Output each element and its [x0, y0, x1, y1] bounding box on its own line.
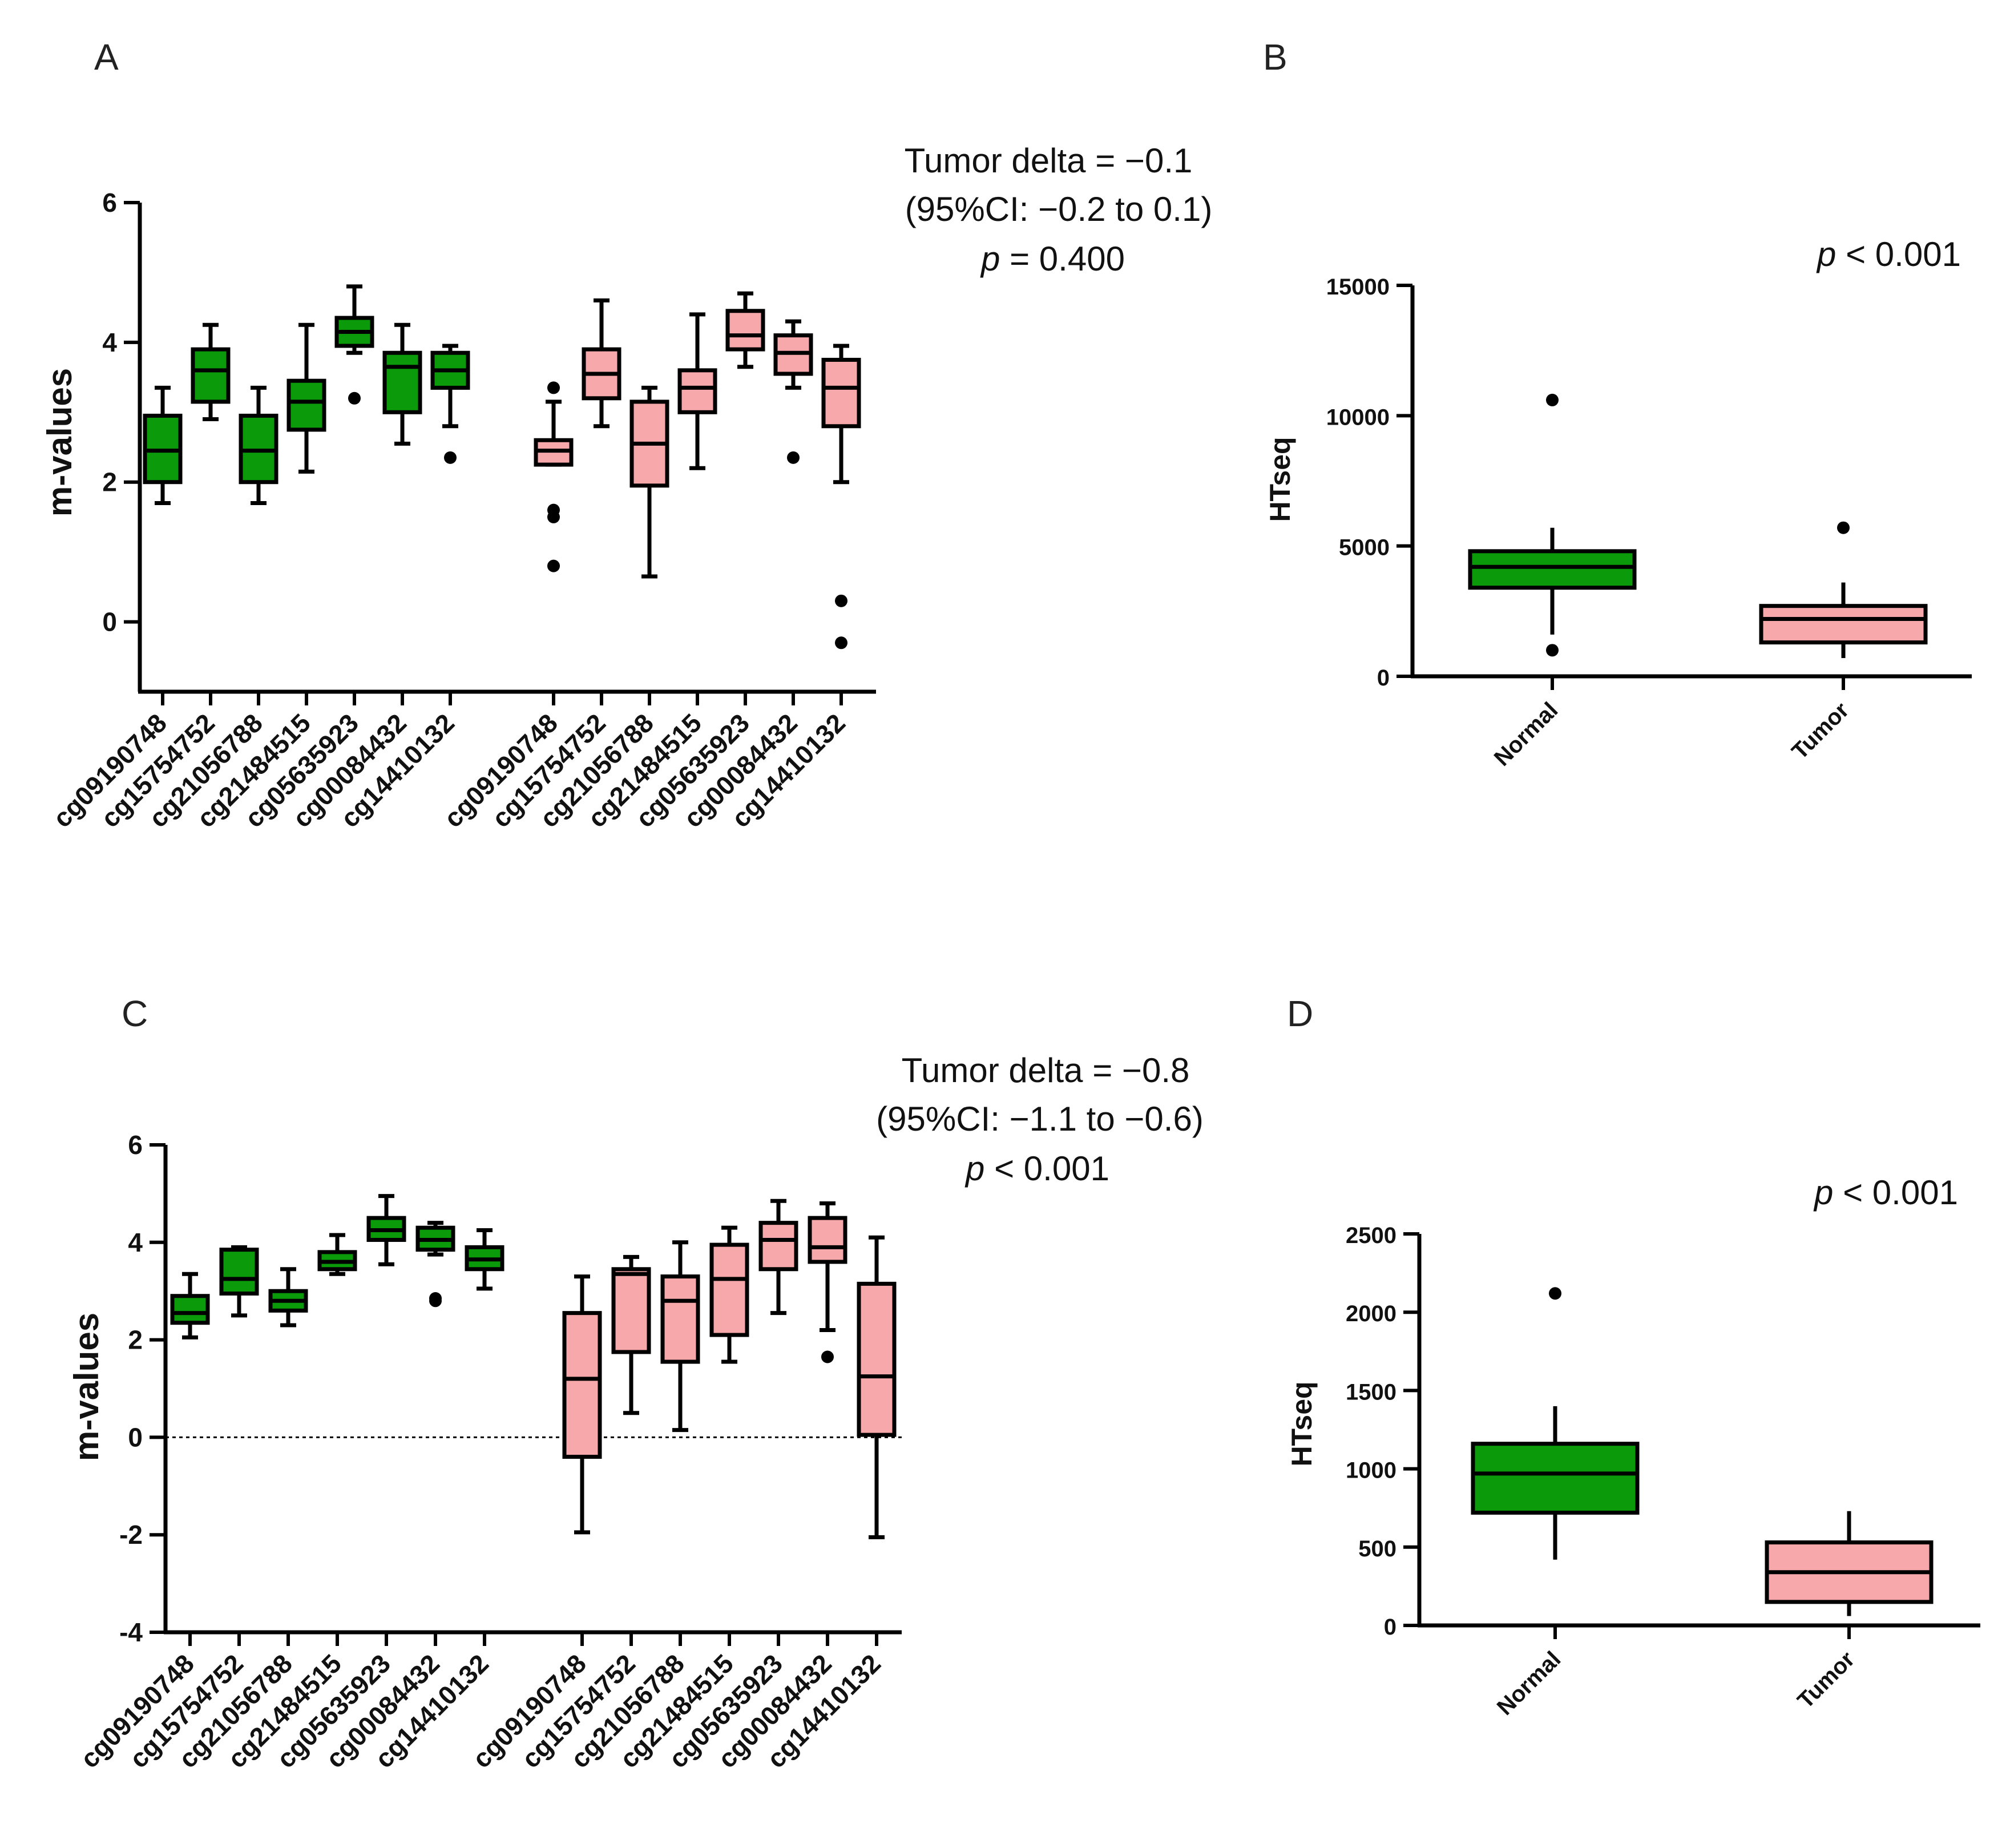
panel-c-normal-cg09190748-box	[170, 1294, 210, 1325]
panel-c-tumor-cg05635923-box	[758, 1221, 798, 1272]
panel-a-tumor-cg21484515-box	[677, 368, 717, 414]
panel-b-plot: 0 5000 10000 15000 Normal Tumor	[1326, 275, 1972, 771]
panel-b-y-tick-label: 15000	[1326, 275, 1390, 300]
panel-b-normal-outlier	[1546, 393, 1559, 406]
panel-a-y-tick-label: 2	[102, 467, 117, 497]
panel-c-pvalue: p < 0.001	[964, 1149, 1109, 1188]
panel-c-tumor-cg00084432-box	[808, 1216, 847, 1264]
panel-c-plot: -4-20246cg09190748cg15754752cg21056788cg…	[75, 1130, 902, 1774]
panel-a-pvalue: p = 0.400	[980, 240, 1125, 278]
panel-c-y-tick-label: -4	[119, 1617, 143, 1647]
panel-a-tumor-cg14410132-box	[821, 357, 861, 429]
panel-b-y-tick-label: 5000	[1339, 535, 1390, 560]
panel-d-pvalue: p < 0.001	[1813, 1173, 1958, 1212]
panel-a-annotation-line1: Tumor delta = −0.1	[905, 142, 1193, 180]
panel-c-normal-cg15754752-box	[219, 1248, 259, 1296]
panel-d-plot: 0 500 1000 1500 2000 2500 Normal Tumor	[1346, 1223, 1980, 1720]
panel-c-letter: C	[122, 993, 148, 1034]
panel-a-tumor-cg09190748-outlier	[547, 559, 560, 572]
panel-b-y-tick-label: 10000	[1326, 405, 1390, 430]
panel-a-y-tick-label: 0	[102, 607, 117, 637]
panel-d: D p < 0.001 HTseq 0 500 1000 1500 2000 2500 No…	[1286, 993, 1980, 1720]
panel-c-y-tick-label: 4	[128, 1228, 143, 1257]
panel-a-y-tick-label: 6	[102, 188, 117, 217]
panel-a-normal-cg21484515-box	[286, 378, 326, 432]
panel-c-y-axis-title: m-values	[67, 1313, 106, 1461]
panel-d-y-tick-label: 1500	[1346, 1379, 1396, 1405]
panel-a-y-tick-label: 4	[102, 328, 117, 357]
panel-d-y-tick-label: 0	[1384, 1615, 1396, 1640]
panel-c-tumor-cg15754752-box	[611, 1267, 651, 1354]
panel-a-normal-cg00084432-box	[382, 350, 422, 414]
panel-c-y-tick-label: -2	[119, 1520, 143, 1550]
panel-a-tumor-cg00084432-outlier	[787, 451, 800, 464]
panel-d-letter: D	[1287, 993, 1313, 1034]
panel-a-annotation-line2: (95%CI: −0.2 to 0.1)	[905, 190, 1213, 228]
panel-b-tumor-box	[1759, 604, 1928, 645]
panel-d-y-tick-label: 2500	[1346, 1223, 1396, 1248]
panel-c-y-tick-label: 2	[128, 1325, 143, 1355]
panel-c-tumor-cg21484515-box	[709, 1242, 749, 1337]
panel-b-pvalue: p < 0.001	[1816, 235, 1961, 273]
panel-b-x-tick-label: Normal	[1490, 697, 1563, 771]
panel-a-tumor-cg05635923-box	[725, 309, 765, 352]
panel-d-y-tick-label: 1000	[1346, 1458, 1396, 1483]
panel-a-normal-cg14410132-outlier	[444, 451, 457, 464]
panel-b-x-tick-label: Tumor	[1787, 697, 1854, 764]
panel-a-plot: 0246cg09190748cg15754752cg21056788cg2148…	[47, 188, 876, 833]
panel-b-letter: B	[1263, 37, 1287, 78]
panel-a-tumor-cg14410132-outlier	[835, 594, 847, 607]
panel-b-y-axis-title: HTseq	[1264, 437, 1296, 522]
panel-d-normal-outlier	[1549, 1287, 1561, 1300]
panel-d-x-tick-label: Tumor	[1793, 1647, 1859, 1713]
panel-d-y-axis-title: HTseq	[1286, 1381, 1318, 1466]
panel-b: B p < 0.001 HTseq 0 5000 10000 15000 Normal T…	[1263, 37, 1972, 771]
panel-a-tumor-cg14410132-outlier	[835, 636, 847, 649]
panel-d-normal-box	[1471, 1442, 1640, 1515]
panel-a-y-axis-title: m-values	[41, 368, 79, 517]
panel-d-y-tick-label: 500	[1358, 1536, 1396, 1561]
panel-c-normal-cg00084432-outlier	[429, 1294, 442, 1308]
panel-b-normal-outlier	[1546, 644, 1559, 657]
panel-a-tumor-cg09190748-outlier	[547, 510, 560, 523]
panel-d-y-tick-label: 2000	[1346, 1301, 1396, 1326]
panel-a: A Tumor delta = −0.1 (95%CI: −0.2 to 0.1…	[41, 37, 1212, 833]
panel-a-tumor-cg09190748-outlier	[547, 381, 560, 394]
panel-c-annotation-line1: Tumor delta = −0.8	[902, 1051, 1190, 1090]
panel-c: C Tumor delta = −0.8 (95%CI: −1.1 to −0.…	[67, 993, 1204, 1774]
panel-c-annotation-line2: (95%CI: −1.1 to −0.6)	[876, 1100, 1204, 1138]
panel-c-y-tick-label: 0	[128, 1422, 143, 1452]
panel-b-y-tick-label: 0	[1377, 665, 1390, 691]
panel-a-letter: A	[94, 37, 119, 78]
panel-d-x-tick-label: Normal	[1492, 1647, 1566, 1720]
panel-c-tumor-cg09190748-box	[562, 1311, 602, 1459]
panel-c-tumor-cg21056788-box	[660, 1274, 700, 1364]
panel-c-tumor-cg14410132-box	[857, 1281, 897, 1437]
panel-b-normal-box	[1468, 549, 1637, 590]
panel-a-normal-cg05635923-outlier	[348, 392, 361, 405]
panel-a-normal-cg15754752-box	[191, 347, 231, 404]
panel-c-tumor-cg00084432-outlier	[821, 1350, 834, 1363]
panel-c-y-tick-label: 6	[128, 1130, 143, 1160]
panel-b-tumor-outlier	[1837, 521, 1850, 534]
